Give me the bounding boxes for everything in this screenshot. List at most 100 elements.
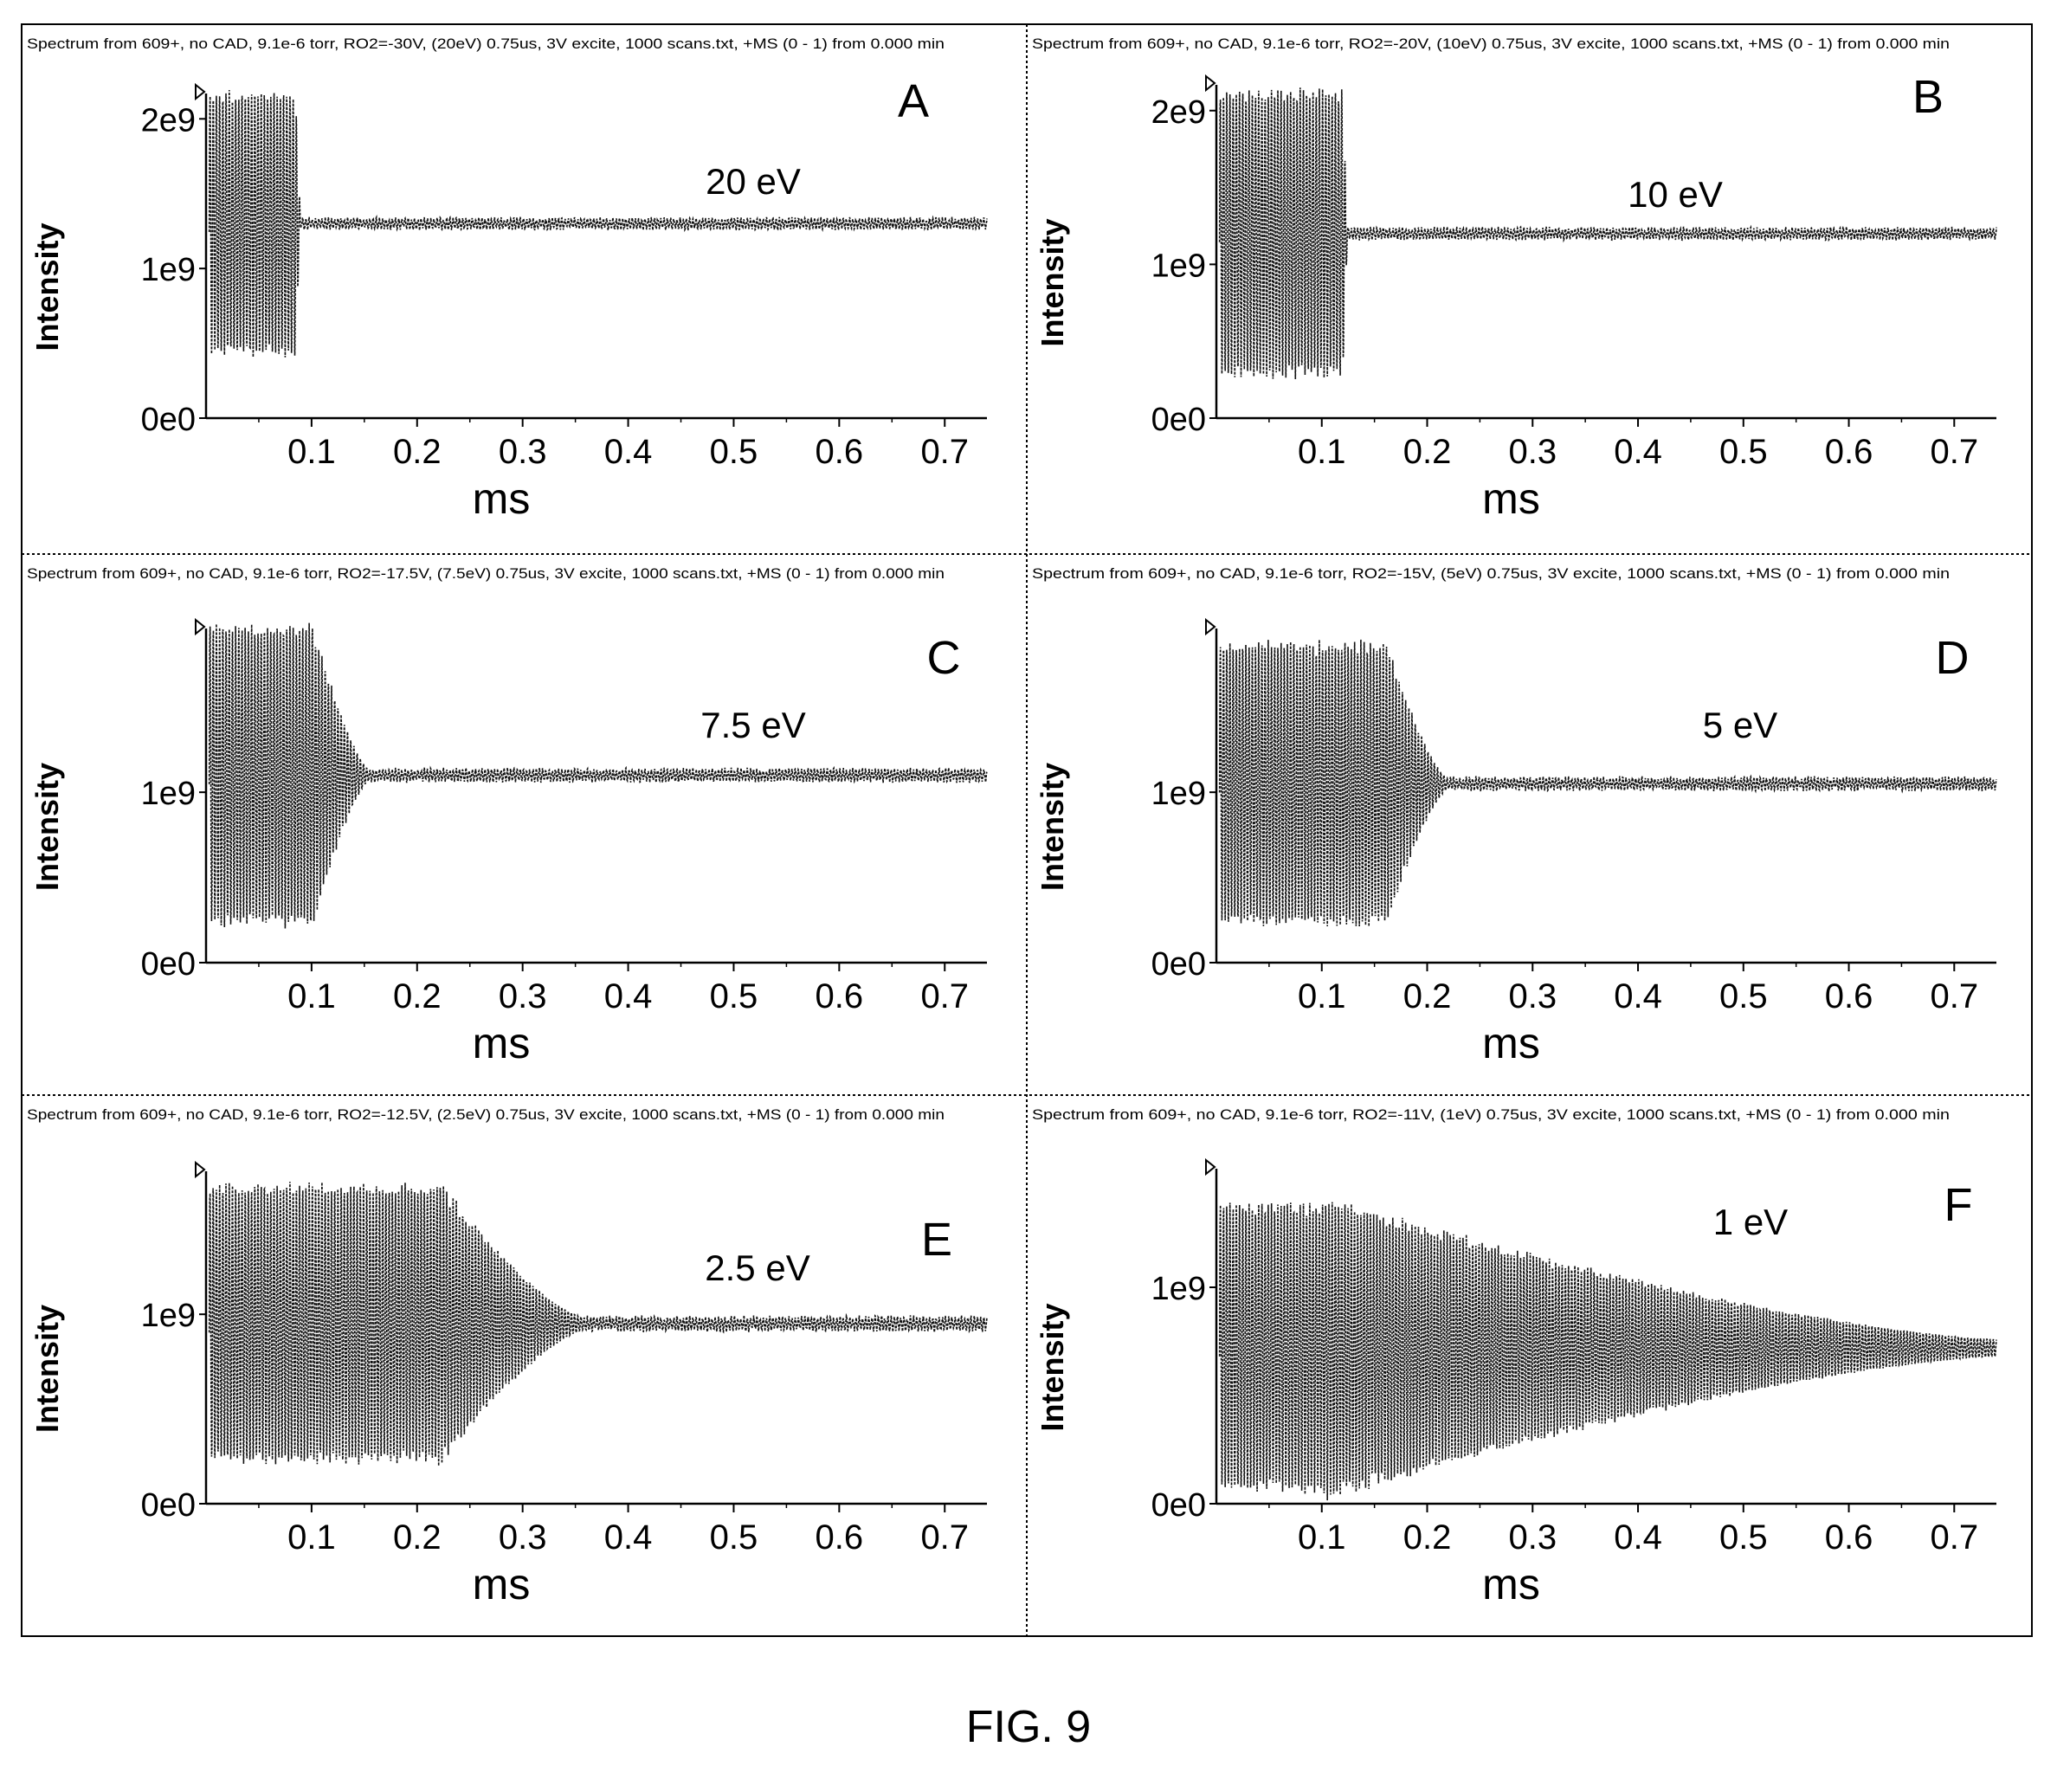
x-tick-label: 0.7: [1930, 977, 1978, 1015]
y-axis-label: Intensity: [1035, 218, 1070, 346]
panel-header: Spectrum from 609+, no CAD, 9.1e-6 torr,…: [1032, 1106, 1950, 1123]
x-tick-label: 0.6: [1825, 1518, 1873, 1557]
y-tick-label: 2e9: [141, 102, 196, 139]
transient-trace: [1218, 639, 1997, 927]
panel-letter: B: [1912, 71, 1944, 123]
x-tick-label: 0.3: [1508, 1518, 1557, 1557]
x-tick-label: 0.1: [1298, 433, 1346, 471]
panel-letter: A: [898, 75, 929, 127]
x-tick-label: 0.4: [1614, 433, 1662, 471]
energy-label: 10 eV: [1628, 174, 1723, 215]
axis-marker-icon: [1205, 1157, 1216, 1176]
panel-d: Spectrum from 609+, no CAD, 9.1e-6 torr,…: [1032, 565, 1997, 1067]
y-tick-label: 1e9: [1151, 1271, 1206, 1307]
panel-c: Spectrum from 609+, no CAD, 9.1e-6 torr,…: [27, 565, 988, 1067]
panel-header: Spectrum from 609+, no CAD, 9.1e-6 torr,…: [27, 1106, 945, 1123]
panel-letter: F: [1944, 1179, 1973, 1231]
x-tick-label: 0.6: [816, 1518, 864, 1557]
y-tick-label: 1e9: [141, 776, 196, 812]
x-tick-label: 0.6: [816, 977, 864, 1015]
x-axis-label: ms: [1482, 1019, 1540, 1067]
x-tick-label: 0.4: [604, 433, 653, 471]
x-tick-label: 0.1: [1298, 1518, 1346, 1557]
panel-letter: E: [921, 1214, 952, 1266]
x-tick-label: 0.7: [920, 433, 969, 471]
x-tick-label: 0.3: [499, 977, 547, 1015]
x-tick-label: 0.5: [1719, 977, 1768, 1015]
x-tick-label: 0.5: [1719, 433, 1768, 471]
x-tick-label: 0.1: [287, 433, 336, 471]
panel-e: Spectrum from 609+, no CAD, 9.1e-6 torr,…: [27, 1106, 988, 1608]
y-axis-label: Intensity: [29, 763, 65, 891]
x-tick-label: 0.3: [499, 1518, 547, 1557]
x-tick-label: 0.3: [1508, 977, 1557, 1015]
x-tick-label: 0.2: [1403, 977, 1452, 1015]
x-tick-label: 0.7: [1930, 1518, 1978, 1557]
x-tick-label: 0.2: [1403, 433, 1452, 471]
x-tick-label: 0.5: [710, 1518, 758, 1557]
axis-marker-icon: [195, 1160, 206, 1179]
panel-header: Spectrum from 609+, no CAD, 9.1e-6 torr,…: [27, 35, 945, 52]
x-axis-label: ms: [1482, 474, 1540, 523]
panel-header: Spectrum from 609+, no CAD, 9.1e-6 torr,…: [1032, 35, 1950, 52]
transient-trace: [208, 1182, 988, 1466]
x-tick-label: 0.4: [604, 977, 653, 1015]
x-tick-label: 0.5: [710, 433, 758, 471]
x-tick-label: 0.1: [287, 977, 336, 1015]
energy-label: 1 eV: [1713, 1202, 1788, 1242]
panel-letter: C: [927, 632, 961, 684]
x-tick-label: 0.2: [393, 1518, 442, 1557]
x-tick-label: 0.5: [710, 977, 758, 1015]
y-axis-label: Intensity: [1035, 1303, 1070, 1431]
y-axis-label: Intensity: [29, 1305, 65, 1433]
panel-letter: D: [1936, 632, 1970, 684]
y-tick-label: 1e9: [141, 252, 196, 288]
transient-trace: [208, 622, 988, 929]
axis-marker-icon: [195, 617, 206, 636]
y-tick-label: 0e0: [141, 1487, 196, 1524]
energy-label: 7.5 eV: [700, 705, 805, 745]
y-tick-label: 0e0: [141, 402, 196, 438]
x-tick-label: 0.5: [1719, 1518, 1768, 1557]
x-tick-label: 0.6: [1825, 977, 1873, 1015]
transient-trace: [208, 89, 988, 358]
panel-f: Spectrum from 609+, no CAD, 9.1e-6 torr,…: [1032, 1106, 1997, 1608]
x-tick-label: 0.6: [1825, 433, 1873, 471]
y-axis-label: Intensity: [1035, 763, 1070, 891]
x-axis-label: ms: [473, 1560, 531, 1608]
x-tick-label: 0.6: [816, 433, 864, 471]
x-tick-label: 0.4: [1614, 977, 1662, 1015]
panel-header: Spectrum from 609+, no CAD, 9.1e-6 torr,…: [27, 565, 945, 582]
panel-header: Spectrum from 609+, no CAD, 9.1e-6 torr,…: [1032, 565, 1950, 582]
panel-a: Spectrum from 609+, no CAD, 9.1e-6 torr,…: [27, 35, 988, 523]
x-tick-label: 0.3: [499, 433, 547, 471]
x-tick-label: 0.7: [920, 1518, 969, 1557]
y-axis-label: Intensity: [29, 222, 65, 351]
y-tick-label: 1e9: [1151, 776, 1206, 812]
energy-label: 5 eV: [1703, 705, 1777, 745]
panel-grid: Spectrum from 609+, no CAD, 9.1e-6 torr,…: [21, 23, 2033, 1637]
x-tick-label: 0.1: [1298, 977, 1346, 1015]
axis-marker-icon: [1205, 74, 1216, 93]
x-axis-label: ms: [473, 1019, 531, 1067]
x-tick-label: 0.3: [1508, 433, 1557, 471]
y-tick-label: 0e0: [1151, 402, 1206, 438]
y-tick-label: 0e0: [141, 946, 196, 983]
y-tick-label: 0e0: [1151, 946, 1206, 983]
energy-label: 20 eV: [706, 161, 801, 202]
transient-trace: [1218, 87, 1997, 380]
y-tick-label: 1e9: [141, 1298, 196, 1334]
x-axis-label: ms: [1482, 1560, 1540, 1608]
axis-marker-icon: [195, 82, 206, 101]
figure-caption: FIG. 9: [965, 1702, 1092, 1752]
x-tick-label: 0.1: [287, 1518, 336, 1557]
x-tick-label: 0.4: [1614, 1518, 1662, 1557]
x-tick-label: 0.2: [1403, 1518, 1452, 1557]
y-tick-label: 2e9: [1151, 94, 1206, 131]
transient-trace: [1218, 1202, 1997, 1501]
x-tick-label: 0.7: [1930, 433, 1978, 471]
axis-marker-icon: [1205, 617, 1216, 636]
x-tick-label: 0.4: [604, 1518, 653, 1557]
y-tick-label: 0e0: [1151, 1487, 1206, 1524]
